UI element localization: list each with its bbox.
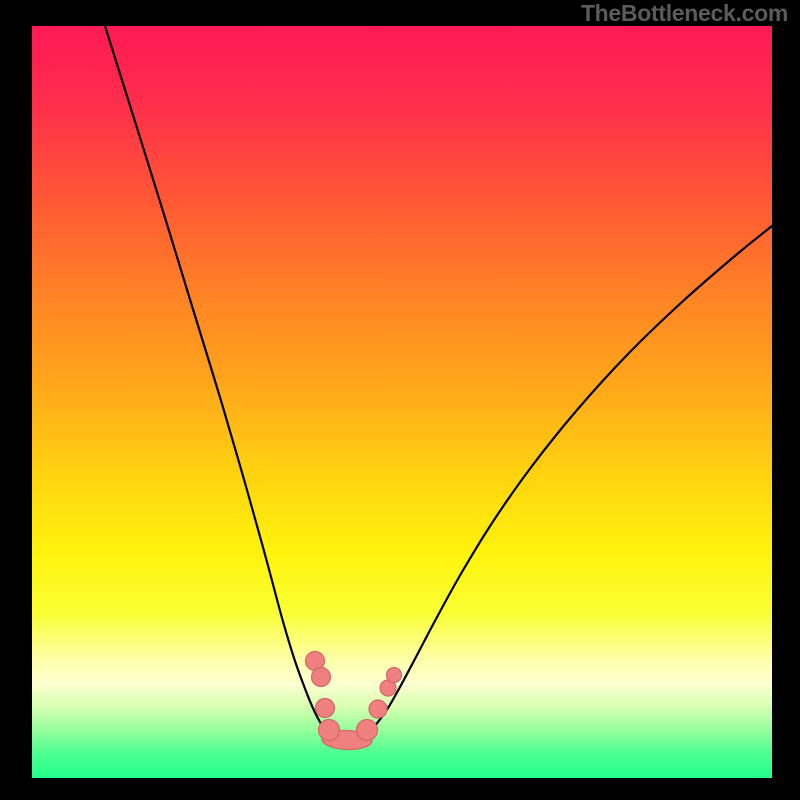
data-marker [357, 720, 378, 741]
figure-frame: TheBottleneck.com [0, 0, 800, 800]
data-marker [319, 720, 340, 741]
watermark-text: TheBottleneck.com [581, 0, 788, 27]
data-marker [312, 668, 331, 687]
bottleneck-chart [32, 26, 772, 778]
plot-area [32, 26, 772, 778]
data-marker [387, 668, 402, 683]
data-marker [316, 699, 335, 718]
data-marker [369, 700, 387, 718]
gradient-background [32, 26, 772, 778]
